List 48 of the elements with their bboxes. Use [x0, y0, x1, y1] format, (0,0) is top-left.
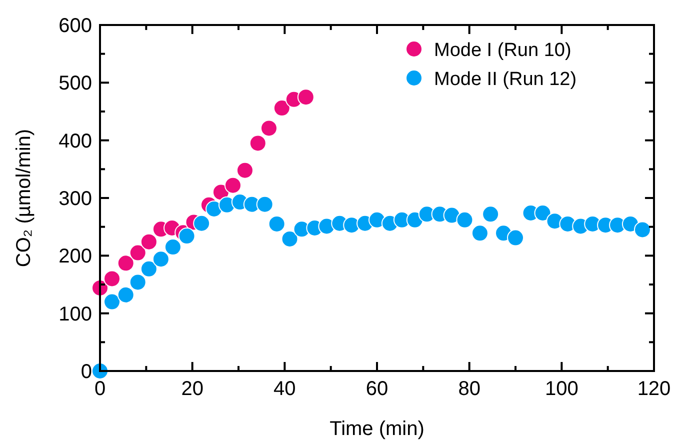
point: [507, 229, 524, 246]
y-axis-title: CO₂ (µmol/min): [13, 128, 35, 268]
point: [129, 244, 146, 262]
y-tick-label: 300: [58, 188, 92, 210]
x-tick-label: 20: [181, 378, 204, 400]
point: [140, 233, 158, 250]
y-tick-label: 0: [80, 361, 92, 383]
point: [236, 162, 254, 179]
point: [482, 206, 500, 223]
legend-label: Mode I (Run 10): [434, 40, 572, 61]
x-tick-label: 40: [274, 378, 296, 400]
x-tick-label: 100: [544, 378, 578, 400]
point: [140, 260, 158, 278]
y-tick-label: 500: [58, 72, 92, 95]
point: [164, 238, 182, 256]
x-tick-label: 80: [458, 378, 480, 400]
point: [443, 206, 460, 224]
point: [343, 216, 360, 234]
point: [104, 270, 121, 288]
point: [117, 254, 134, 272]
point: [152, 250, 170, 268]
point: [206, 200, 223, 218]
point: [224, 176, 242, 194]
x-tick-label: 120: [637, 378, 671, 400]
point: [268, 215, 286, 232]
legend-label: Mode II (Run 12): [434, 69, 577, 90]
point: [193, 214, 210, 232]
point: [534, 204, 552, 222]
y-tick-label: 200: [58, 246, 92, 268]
point: [273, 100, 290, 117]
point: [456, 211, 474, 228]
y-tick-label: 100: [58, 303, 92, 326]
x-tick-label: 60: [366, 378, 388, 400]
point: [129, 274, 146, 291]
point: [260, 120, 278, 137]
point: [281, 230, 298, 248]
point: [117, 286, 134, 304]
x-axis-title: Time (min): [330, 418, 424, 440]
point: [178, 228, 196, 245]
point: [104, 293, 121, 310]
x-tick-label: 0: [94, 378, 106, 400]
y-tick-label: 600: [58, 15, 92, 37]
point: [249, 134, 266, 152]
point: [256, 196, 274, 213]
point: [471, 224, 488, 242]
y-tick-label: 400: [58, 130, 92, 152]
point: [297, 88, 314, 106]
point: [634, 221, 651, 238]
